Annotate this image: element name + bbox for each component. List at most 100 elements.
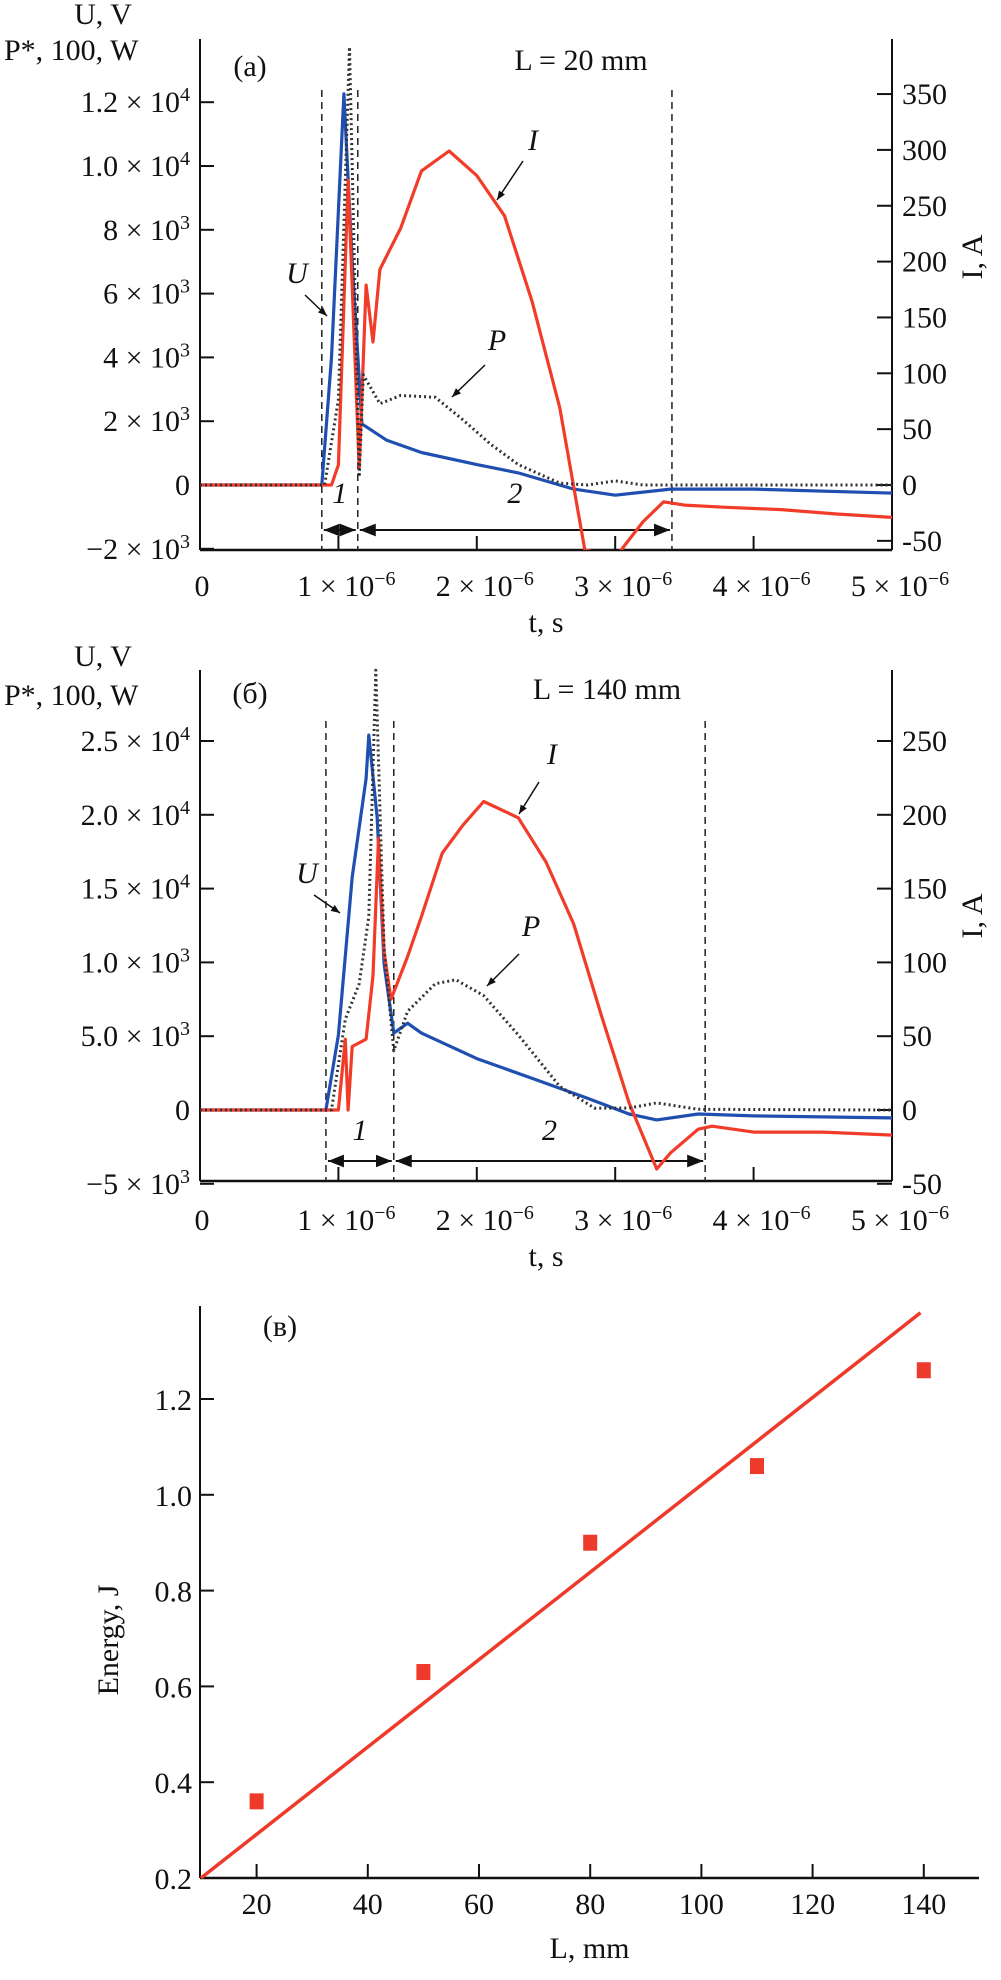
x-tick-label-text: 20 [242, 1888, 272, 1921]
right-y-tick-label-text: 150 [902, 873, 947, 906]
series-P-label: P [487, 324, 506, 357]
left-y-tick-label-exponent: 4 [180, 871, 190, 893]
x-tick-label-text: 0 [195, 570, 210, 603]
right-y-tick-label: 350 [902, 78, 947, 111]
series-U-pointer [304, 294, 328, 317]
left-y-tick-label: 5.0 × 103 [81, 1018, 190, 1053]
left-y-tick-label: 2.0 × 104 [81, 797, 190, 832]
x-tick-label: 80 [575, 1888, 605, 1921]
right-y-tick-label-text: 100 [902, 946, 947, 979]
x-tick-label: 5 × 10−6 [851, 568, 949, 603]
x-tick-label-text: 60 [464, 1888, 494, 1921]
left-y-tick-label-text: 1.5 × 10 [81, 873, 180, 906]
data-point [583, 1534, 598, 1551]
left-y-tick-label: 1.2 × 104 [81, 84, 190, 119]
x-tick-label: 40 [353, 1888, 383, 1921]
left-y-tick-label-exponent: 3 [180, 1018, 190, 1040]
right-y-tick-label: 0 [902, 469, 917, 502]
series-P-line [200, 668, 892, 1112]
series-U-label: U [296, 857, 320, 890]
length-annotation: L = 20 mm [514, 44, 647, 77]
x-tick-label-exponent: −6 [374, 568, 395, 590]
x-tick-label-text: 5 × 10 [851, 1204, 928, 1237]
left-y-tick-label-text: 4 × 10 [103, 341, 180, 374]
right-y-tick-label: 250 [902, 725, 947, 758]
x-tick-label: 2 × 10−6 [436, 568, 534, 603]
right-y-label: I, A [956, 893, 989, 938]
interval-label-1: 1 [332, 477, 347, 510]
interval-label-2: 2 [542, 1114, 557, 1147]
curves [200, 45, 892, 550]
series-I-pointer [496, 160, 524, 201]
x-tick-label-text: 1 × 10 [297, 1204, 374, 1237]
y-tick-label: 0.2 [155, 1863, 193, 1896]
x-tick-label-text: 2 × 10 [436, 1204, 513, 1237]
x-tick-label-text: 5 × 10 [851, 570, 928, 603]
series-I-pointer [518, 781, 540, 815]
left-y-tick-label: 1.5 × 104 [81, 871, 190, 906]
series-I-line [200, 799, 892, 1171]
left-y-tick-label-exponent: 3 [180, 1166, 190, 1188]
x-tick-label: 3 × 10−6 [574, 568, 672, 603]
right-y-tick-label-text: 300 [902, 134, 947, 167]
left-y-label-power: P*, 100, W [4, 34, 139, 67]
x-tick-label-text: 80 [575, 1888, 605, 1921]
left-y-tick-label-exponent: 4 [180, 797, 190, 819]
panel-label: (a) [233, 50, 266, 83]
data-point [916, 1362, 931, 1379]
x-tick-label-exponent: −6 [374, 1202, 395, 1224]
series-I-line [200, 149, 892, 550]
x-tick-label-exponent: −6 [789, 568, 810, 590]
x-tick-label-text: 3 × 10 [574, 570, 651, 603]
left-y-tick-label-text: 0 [175, 1094, 190, 1127]
left-y-tick-label-exponent: 3 [180, 276, 190, 298]
x-tick-label: 140 [901, 1888, 946, 1921]
right-y-tick-label-text: 200 [902, 246, 947, 279]
data-point [750, 1458, 764, 1475]
left-y-tick-label-text: 8 × 10 [103, 214, 180, 247]
x-tick-label-text: 4 × 10 [712, 570, 789, 603]
left-y-tick-label-exponent: 3 [180, 403, 190, 425]
panel-b [199, 668, 893, 1185]
left-y-tick-label: 2.5 × 104 [81, 723, 190, 758]
x-tick-label-exponent: −6 [928, 568, 949, 590]
left-y-tick-label-text: 1.2 × 10 [81, 86, 180, 119]
length-annotation: L = 140 mm [533, 673, 681, 706]
left-y-tick-label: 2 × 103 [103, 403, 190, 438]
right-y-tick-label-text: -50 [902, 1168, 942, 1201]
y-axis-label: Energy, J [92, 1584, 125, 1695]
right-y-tick-label: 300 [902, 134, 947, 167]
left-y-tick-label: 0 [175, 1094, 190, 1127]
x-tick-label-text: 40 [353, 1888, 383, 1921]
panel-c [199, 1306, 979, 1880]
left-y-tick-label-exponent: 3 [180, 944, 190, 966]
right-y-tick-label-text: 250 [902, 190, 947, 223]
right-y-tick-label: 50 [902, 1020, 932, 1053]
series-P-line [200, 45, 892, 487]
right-y-tick-label-text: 250 [902, 725, 947, 758]
left-y-tick-label-text: 1.0 × 10 [81, 150, 180, 183]
right-y-tick-label-text: 350 [902, 78, 947, 111]
series-P-pointer [451, 364, 486, 398]
right-y-tick-label: 0 [902, 1094, 917, 1127]
x-tick-label-exponent: −6 [513, 1202, 534, 1224]
x-tick-label: 5 × 10−6 [851, 1202, 949, 1237]
left-y-tick-label-text: 2.0 × 10 [81, 799, 180, 832]
right-y-tick-label: 100 [902, 946, 947, 979]
left-y-tick-label-exponent: 4 [180, 148, 190, 170]
right-y-tick-label-text: 0 [902, 1094, 917, 1127]
series-P-label: P [521, 910, 540, 943]
x-tick-label-text: 2 × 10 [436, 570, 513, 603]
y-tick-label-text: 1.0 [155, 1480, 193, 1513]
y-tick-label-text: 0.2 [155, 1863, 193, 1896]
x-tick-label-exponent: −6 [651, 1202, 672, 1224]
left-y-tick-label-text: 6 × 10 [103, 278, 180, 311]
x-axis-label: t, s [528, 1240, 563, 1273]
x-tick-label-exponent: −6 [789, 1202, 810, 1224]
x-tick-label: 3 × 10−6 [574, 1202, 672, 1237]
left-y-tick-label: 6 × 103 [103, 276, 190, 311]
right-y-tick-label: 100 [902, 357, 947, 390]
series-U-line [200, 92, 892, 497]
left-y-tick-label-text: 5.0 × 10 [81, 1020, 180, 1053]
